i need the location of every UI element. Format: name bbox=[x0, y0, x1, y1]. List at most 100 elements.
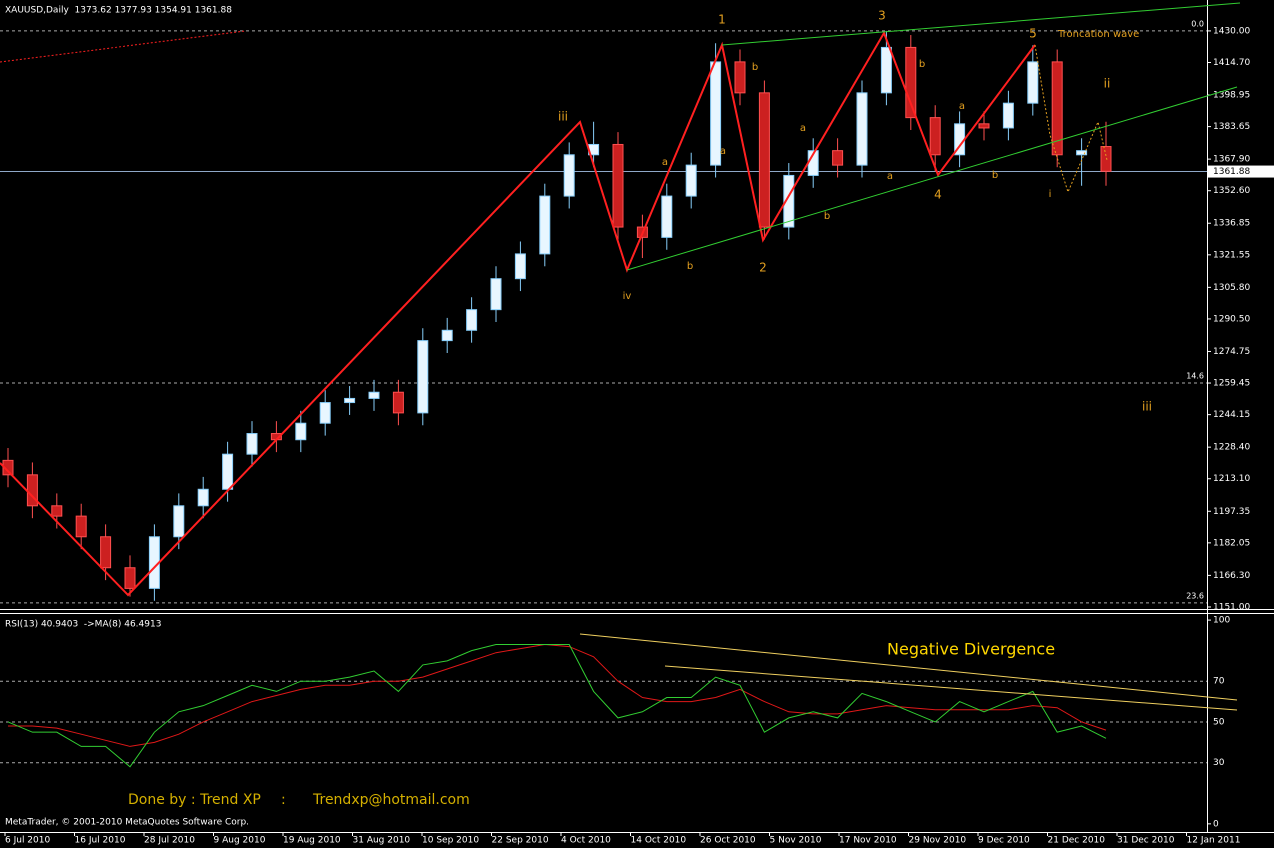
candle-body bbox=[905, 46, 917, 119]
wave-label: b bbox=[687, 261, 693, 272]
candle-body bbox=[783, 174, 795, 228]
y-tick-label: 1274.75 bbox=[1213, 347, 1250, 357]
y-tick-label: 1244.15 bbox=[1213, 410, 1250, 420]
wave-label: b bbox=[992, 170, 998, 181]
y-tick-label: 1305.80 bbox=[1213, 283, 1250, 293]
candle-body bbox=[563, 154, 575, 197]
x-tick-label: 22 Sep 2010 bbox=[492, 836, 549, 846]
x-tick-label: 29 Nov 2010 bbox=[909, 836, 967, 846]
fib-label: 23.6 bbox=[1186, 591, 1204, 600]
wave-label: b bbox=[824, 211, 830, 222]
wave-label: 3 bbox=[878, 9, 886, 23]
y-tick-label: 50 bbox=[1213, 717, 1225, 727]
candle-body bbox=[514, 253, 526, 280]
last-price-label: 1361.88 bbox=[1213, 167, 1250, 177]
candle-body bbox=[173, 505, 185, 538]
candle-body bbox=[978, 123, 990, 129]
x-tick-label: 17 Nov 2010 bbox=[839, 836, 897, 846]
candle-body bbox=[222, 453, 234, 490]
wave-label: 2 bbox=[759, 261, 767, 275]
wave-label: b bbox=[752, 62, 758, 73]
candle-body bbox=[2, 459, 14, 476]
rsi-title: RSI(13) 40.9403 ->MA(8) 46.4913 bbox=[5, 620, 161, 630]
candle-body bbox=[344, 397, 356, 404]
candle-body bbox=[100, 536, 112, 569]
candle-body bbox=[734, 61, 746, 94]
candle-body bbox=[246, 433, 258, 455]
x-tick-label: 31 Dec 2010 bbox=[1117, 836, 1175, 846]
rsi-line bbox=[7, 644, 1107, 768]
wave-label: b bbox=[919, 59, 925, 70]
wave-label: Troncation wave bbox=[1057, 29, 1139, 40]
y-tick-label: 100 bbox=[1213, 616, 1230, 626]
candle-body bbox=[319, 402, 331, 424]
x-tick-label: 5 Nov 2010 bbox=[770, 836, 822, 846]
candle-body bbox=[392, 391, 404, 414]
candle-body bbox=[197, 488, 209, 507]
wave-label: iii bbox=[1142, 400, 1152, 414]
channel-line bbox=[721, 2, 1241, 46]
candle-body bbox=[539, 195, 551, 255]
credit-sep: : bbox=[281, 792, 286, 808]
wave-label: i bbox=[1049, 189, 1052, 200]
candle-body bbox=[368, 391, 380, 399]
wave-label: iv bbox=[623, 291, 632, 302]
wave-label: 5 bbox=[1029, 27, 1037, 41]
candle-body bbox=[1027, 61, 1039, 104]
email: Trendxp@hotmail.com bbox=[312, 792, 470, 808]
wave-label: iii bbox=[558, 110, 568, 124]
x-tick-label: 4 Oct 2010 bbox=[561, 836, 611, 846]
wave-label: 4 bbox=[934, 188, 942, 202]
y-tick-label: 1352.60 bbox=[1213, 186, 1250, 196]
candle-body bbox=[1051, 61, 1063, 156]
x-tick-label: 9 Aug 2010 bbox=[214, 836, 266, 846]
y-tick-label: 1398.95 bbox=[1213, 91, 1250, 101]
candle-body bbox=[1002, 102, 1014, 129]
divergence-line bbox=[579, 633, 1238, 701]
candle-body bbox=[441, 329, 453, 342]
y-tick-label: 1290.50 bbox=[1213, 314, 1250, 324]
rsi-line bbox=[8, 644, 1107, 747]
chart-title: XAUUSD,Daily 1373.62 1377.93 1354.91 136… bbox=[5, 6, 232, 16]
candle-body bbox=[929, 117, 941, 156]
y-tick-label: 1259.45 bbox=[1213, 379, 1250, 389]
candle-body bbox=[466, 309, 478, 331]
x-tick-label: 6 Jul 2010 bbox=[5, 836, 50, 846]
x-tick-label: 28 Jul 2010 bbox=[144, 836, 195, 846]
y-tick-label: 1414.70 bbox=[1213, 58, 1250, 68]
candle-body bbox=[880, 46, 892, 94]
wave-label: a bbox=[887, 171, 893, 182]
wave-line bbox=[1034, 44, 1108, 194]
candle-body bbox=[685, 164, 697, 197]
wave-label: ii bbox=[1104, 77, 1111, 91]
candle-body bbox=[856, 92, 868, 166]
candle-body bbox=[1076, 150, 1088, 156]
x-tick-label: 16 Jul 2010 bbox=[75, 836, 126, 846]
divergence-line bbox=[664, 665, 1238, 711]
x-tick-label: 26 Oct 2010 bbox=[700, 836, 756, 846]
candle-body bbox=[417, 340, 429, 414]
marks: 1430.00 1414.70 1398.95 1383.65 1367.90 1352.… bbox=[0, 19, 1274, 829]
y-tick-label: 1197.35 bbox=[1213, 507, 1250, 517]
y-tick-label: 1166.30 bbox=[1213, 571, 1250, 581]
x-tick-label: 12 Jan 2011 bbox=[1187, 836, 1241, 846]
fib-label: 0.0 bbox=[1191, 19, 1204, 28]
candle-body bbox=[75, 515, 87, 538]
y-tick-label: 1336.85 bbox=[1213, 219, 1250, 229]
wave-label: a bbox=[800, 123, 806, 134]
y-tick-label: 30 bbox=[1213, 758, 1225, 768]
fib-label: 14.6 bbox=[1186, 372, 1204, 381]
last-price-box bbox=[1208, 165, 1274, 178]
channel-line bbox=[626, 86, 1238, 271]
y-tick-label: 1228.40 bbox=[1213, 443, 1250, 453]
wave-label: a bbox=[662, 157, 668, 168]
y-tick-label: 1367.90 bbox=[1213, 155, 1250, 165]
credit: Done by : Trend XP bbox=[128, 792, 261, 808]
y-tick-label: 0 bbox=[1213, 819, 1219, 829]
x-tick-label: 9 Dec 2010 bbox=[978, 836, 1030, 846]
candle-body bbox=[612, 143, 624, 228]
x-tick-label: 10 Sep 2010 bbox=[422, 836, 479, 846]
y-tick-label: 1430.00 bbox=[1213, 26, 1250, 36]
